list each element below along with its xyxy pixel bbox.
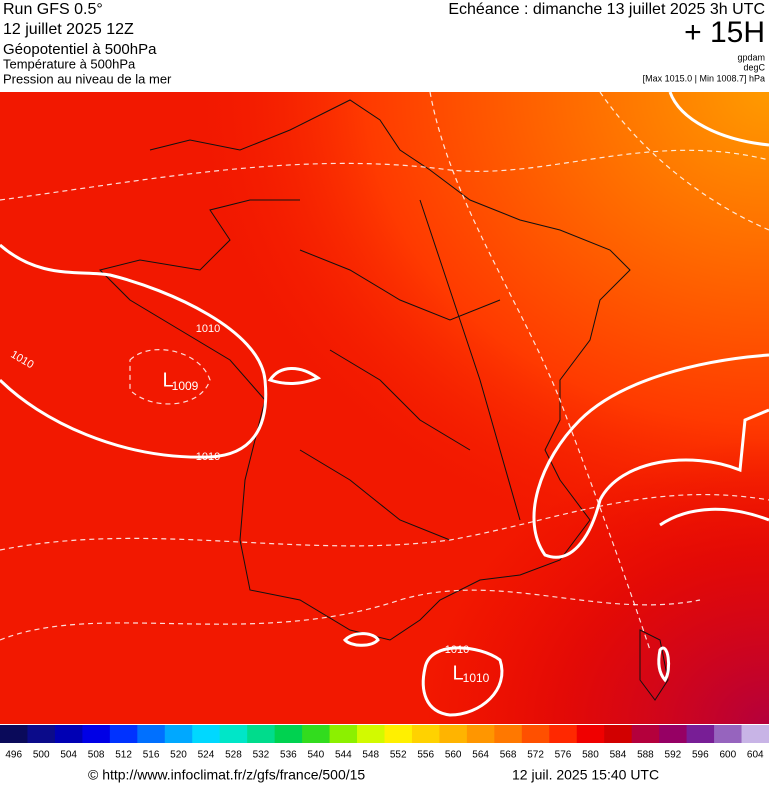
scale-label: 604: [747, 750, 764, 761]
scale-label: 576: [555, 750, 572, 761]
borders: [299, 199, 669, 701]
isobar: [657, 646, 671, 683]
scale-label: 540: [307, 750, 324, 761]
scale-label: 568: [500, 750, 517, 761]
scale-swatch: [494, 725, 523, 743]
scale-swatch: [576, 725, 605, 743]
layer: Température à 500hPa: [3, 56, 136, 71]
scale-label: 592: [665, 750, 682, 761]
contour: [129, 349, 211, 405]
map-label: 1010: [463, 671, 490, 685]
map-label: L: [452, 662, 463, 684]
contour: [429, 91, 651, 651]
isobar: [668, 91, 769, 147]
scale-swatch: [109, 725, 138, 743]
scale-swatch: [0, 725, 28, 743]
scale-label: 504: [60, 750, 77, 761]
scale-label: 580: [582, 750, 599, 761]
source: © http://www.infoclimat.fr/z/gfs/france/…: [88, 767, 365, 783]
scale-label: 572: [527, 750, 544, 761]
isobar: [421, 646, 504, 717]
scale-swatch: [302, 725, 331, 743]
scale-label: 496: [5, 750, 22, 761]
scale-label: 512: [115, 750, 132, 761]
scale-label: 516: [143, 750, 160, 761]
contour: [0, 493, 769, 551]
scale-swatch: [631, 725, 660, 743]
unit: gpdam: [737, 52, 765, 62]
scale-label: 500: [33, 750, 50, 761]
layer: Pression au niveau de la mer: [3, 71, 172, 86]
scale-label: 584: [610, 750, 627, 761]
isobar: [659, 507, 769, 527]
scale-swatch: [27, 725, 56, 743]
title: Run GFS 0.5°: [3, 1, 103, 18]
isobar: [0, 243, 268, 459]
scale-label: 564: [472, 750, 489, 761]
contour: [0, 589, 701, 641]
map-label: 1010: [196, 451, 220, 463]
isobar: [342, 632, 380, 647]
coastline: [99, 99, 631, 641]
map-label: 1010: [196, 323, 220, 335]
scale-label: 508: [88, 750, 105, 761]
map-label: L: [162, 369, 173, 391]
scale-swatch: [82, 725, 111, 743]
min-max: [Max 1015.0 | Min 1008.7] hPa: [643, 73, 765, 83]
scale-swatch: [274, 725, 303, 743]
run-date: 12 juillet 2025 12Z: [3, 21, 134, 38]
scale-swatch: [686, 725, 715, 743]
map: [0, 91, 769, 724]
scale-swatch: [521, 725, 550, 743]
scale-swatch: [659, 725, 688, 743]
scale-swatch: [549, 725, 578, 743]
scale-swatch: [466, 725, 495, 743]
scale-label: 552: [390, 750, 407, 761]
scale-swatch: [164, 725, 193, 743]
scale-swatch: [54, 725, 83, 743]
scale-label: 548: [362, 750, 379, 761]
scale-label: 528: [225, 750, 242, 761]
scale-label: 520: [170, 750, 187, 761]
scale-label: 596: [692, 750, 709, 761]
scale-label: 524: [198, 750, 215, 761]
scale-swatch: [604, 725, 633, 743]
isobar: [532, 353, 769, 559]
scale-label: 560: [445, 750, 462, 761]
scale-swatch: [357, 725, 385, 743]
scale-label: 556: [417, 750, 434, 761]
scale-label: 588: [637, 750, 654, 761]
scale-label: 536: [280, 750, 297, 761]
unit: degC: [743, 62, 765, 72]
scale-swatch: [714, 725, 743, 743]
scale-swatch: [439, 725, 468, 743]
cool-zone: [0, 92, 769, 724]
scale-label: 544: [335, 750, 352, 761]
contour: [0, 149, 769, 201]
scale-swatch: [411, 725, 440, 743]
map-label: 1009: [172, 379, 199, 393]
isobar: [267, 367, 322, 385]
lead-time: + 15H: [684, 16, 765, 49]
scale-label: 532: [253, 750, 270, 761]
scale-swatch: [219, 725, 248, 743]
scale-swatch: [247, 725, 276, 743]
date-stamp: 12 juil. 2025 15:40 UTC: [512, 767, 659, 783]
scale-swatch: [329, 725, 358, 743]
layer: Géopotentiel à 500hPa: [3, 41, 157, 58]
scale-swatch: [192, 725, 221, 743]
scale-label: 600: [719, 750, 736, 761]
echeance: Echéance : dimanche 13 juillet 2025 3h U…: [448, 1, 765, 18]
scale-swatch: [384, 725, 413, 743]
scale-swatch: [741, 725, 769, 743]
scale-swatch: [137, 725, 166, 743]
map-label: 1010: [445, 644, 469, 656]
contour: [599, 91, 769, 231]
header-background: [0, 0, 769, 92]
